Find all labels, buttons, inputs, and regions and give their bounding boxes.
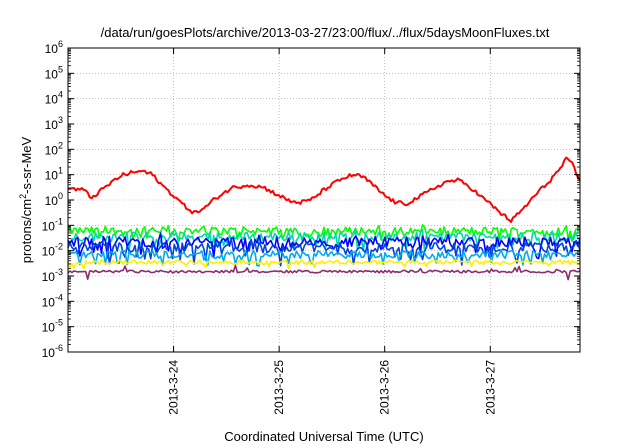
- series-line: [67, 249, 581, 267]
- y-tick-label: 10-2: [42, 242, 63, 259]
- y-tick-label: 10-1: [42, 216, 63, 233]
- x-tick-label: 2013-3-26: [378, 360, 392, 415]
- y-tick-label: 101: [45, 166, 63, 183]
- y-tick-label: 105: [45, 64, 63, 81]
- x-tick-label: 2013-3-25: [272, 360, 286, 415]
- chart-title: /data/run/goesPlots/archive/2013-03-27/2…: [101, 25, 550, 40]
- series-line: [67, 156, 581, 223]
- series-line: [67, 264, 581, 281]
- series-line: [67, 224, 581, 243]
- x-tick-label: 2013-3-27: [483, 360, 497, 415]
- series-line: [67, 228, 581, 253]
- y-tick-label: 10-4: [42, 292, 63, 309]
- y-axis-label: protons/cm2-s-sr-MeV: [18, 136, 34, 263]
- x-axis-label: Coordinated Universal Time (UTC): [224, 429, 423, 444]
- y-axis: 106 105 104 103 102 101 100 10-1 10-2 10-3 10-4 10-…: [42, 39, 580, 360]
- series-line: [67, 238, 581, 267]
- x-axis: 2013-3-24 2013-3-25 2013-3-26 2013-3-27: [167, 48, 497, 415]
- y-tick-label: 104: [45, 90, 63, 107]
- y-tick-label: 10-6: [42, 343, 63, 360]
- x-tick-label: 2013-3-24: [167, 360, 181, 415]
- series-line: [67, 232, 581, 260]
- y-tick-label: 106: [45, 39, 63, 56]
- y-tick-label: 102: [45, 140, 63, 157]
- series-line: [67, 258, 581, 270]
- y-tick-label: 10-5: [42, 318, 63, 335]
- grid-lines: [68, 48, 580, 352]
- y-tick-label: 100: [45, 191, 63, 208]
- data-series: [67, 156, 581, 281]
- y-tick-label: 10-3: [42, 267, 63, 284]
- y-tick-label: 103: [45, 115, 63, 132]
